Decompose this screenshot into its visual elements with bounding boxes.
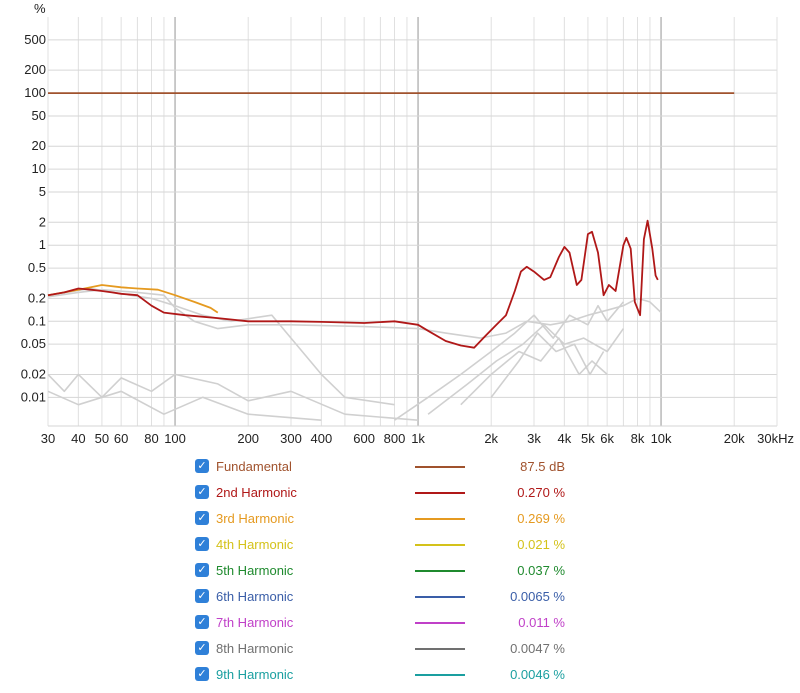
- y-tick-label: 100: [24, 85, 46, 100]
- y-tick-label: 0.5: [28, 260, 46, 275]
- legend-swatch: [415, 518, 465, 520]
- legend-swatch: [415, 596, 465, 598]
- x-tick-label: 300: [280, 431, 302, 446]
- legend-label: Fundamental: [216, 459, 292, 474]
- x-tick-label: 20k: [724, 431, 745, 446]
- legend-label: 8th Harmonic: [216, 641, 294, 656]
- y-tick-label: 2: [39, 214, 46, 229]
- legend-label: 6th Harmonic: [216, 589, 294, 604]
- legend-swatch: [415, 466, 465, 468]
- legend-item-3rd-harmonic[interactable]: ✓ 3rd Harmonic 0.269 %: [195, 508, 595, 534]
- checkbox-checked-icon[interactable]: ✓: [195, 641, 209, 655]
- x-tick-label: 1k: [411, 431, 425, 446]
- checkbox-checked-icon[interactable]: ✓: [195, 511, 209, 525]
- y-tick-label: 0.02: [21, 366, 46, 381]
- x-tick-label: 60: [114, 431, 128, 446]
- x-tick-label: 50: [95, 431, 109, 446]
- background-curve: [427, 324, 625, 415]
- legend-value: 87.5 dB: [520, 459, 565, 474]
- x-tick-label: 4k: [557, 431, 571, 446]
- x-tick-labels: 30 40 50 60 80 100 200 300 400 600 800 1k 2k 3k 4k 5k 6k…: [41, 431, 794, 446]
- checkbox-checked-icon[interactable]: ✓: [195, 485, 209, 499]
- x-tick-label: 6k: [600, 431, 614, 446]
- background-curve: [460, 337, 608, 406]
- legend-swatch: [415, 622, 465, 624]
- y-tick-label: 0.1: [28, 313, 46, 328]
- background-curve: [47, 288, 662, 339]
- x-tick-label: 30kHz: [757, 431, 794, 446]
- checkbox-checked-icon[interactable]: ✓: [195, 615, 209, 629]
- checkbox-checked-icon[interactable]: ✓: [195, 589, 209, 603]
- background-curve: [47, 373, 419, 421]
- x-tick-label: 30: [41, 431, 55, 446]
- legend-value: 0.0046 %: [510, 667, 565, 682]
- x-tick-label: 400: [311, 431, 333, 446]
- checkbox-checked-icon[interactable]: ✓: [195, 667, 209, 681]
- y-tick-label: 50: [32, 108, 46, 123]
- x-tick-label: 3k: [527, 431, 541, 446]
- x-tick-label: 5k: [581, 431, 595, 446]
- x-tick-label: 2k: [484, 431, 498, 446]
- x-tick-label: 10k: [651, 431, 672, 446]
- legend-item-9th-harmonic[interactable]: ✓ 9th Harmonic 0.0046 %: [195, 664, 595, 690]
- legend-swatch: [415, 674, 465, 676]
- legend-item-fundamental[interactable]: ✓ Fundamental 87.5 dB: [195, 456, 595, 482]
- legend-swatch: [415, 544, 465, 546]
- chart-area: 5002001005020105210.50.20.10.050.020.01 …: [21, 1, 794, 446]
- legend-value: 0.037 %: [517, 563, 565, 578]
- legend-label: 5th Harmonic: [216, 563, 294, 578]
- legend-value: 0.270 %: [517, 485, 565, 500]
- legend-value: 0.011 %: [518, 615, 565, 630]
- legend-swatch: [415, 570, 465, 572]
- checkbox-checked-icon[interactable]: ✓: [195, 459, 209, 473]
- y-tick-label: 500: [24, 32, 46, 47]
- legend-label: 7th Harmonic: [216, 615, 294, 630]
- legend-swatch: [415, 492, 465, 494]
- background-curve: [490, 332, 605, 398]
- x-tick-label: 200: [237, 431, 259, 446]
- x-tick-label: 600: [353, 431, 375, 446]
- series-curve: [47, 219, 659, 349]
- y-tick-label: 0.01: [21, 389, 46, 404]
- y-tick-label: 0.2: [28, 290, 46, 305]
- y-tick-label: 0.05: [21, 336, 46, 351]
- legend: ✓ Fundamental 87.5 dB ✓ 2nd Harmonic 0.2…: [195, 456, 595, 690]
- legend-item-7th-harmonic[interactable]: ✓ 7th Harmonic 0.011 %: [195, 612, 595, 638]
- checkbox-checked-icon[interactable]: ✓: [195, 563, 209, 577]
- y-tick-label: 1: [39, 237, 46, 252]
- plot-background: [48, 17, 777, 426]
- y-axis-label: %: [34, 1, 46, 16]
- y-tick-label: 5: [39, 184, 46, 199]
- legend-value: 0.021 %: [517, 537, 565, 552]
- legend-label: 2nd Harmonic: [216, 485, 297, 500]
- legend-item-2nd-harmonic[interactable]: ✓ 2nd Harmonic 0.270 %: [195, 482, 595, 508]
- legend-label: 3rd Harmonic: [216, 511, 295, 526]
- legend-item-6th-harmonic[interactable]: ✓ 6th Harmonic 0.0065 %: [195, 586, 595, 612]
- x-tick-label: 40: [71, 431, 85, 446]
- legend-label: 4th Harmonic: [216, 537, 294, 552]
- x-tick-label: 100: [164, 431, 186, 446]
- background-curve: [47, 390, 322, 421]
- y-tick-labels: 500 200 100 50 20 10 5 2 1 0.5 0.2 0.1 0.05 0.02 0.01: [21, 32, 46, 404]
- legend-item-4th-harmonic[interactable]: ✓ 4th Harmonic 0.021 %: [195, 534, 595, 560]
- x-tick-label: 80: [144, 431, 158, 446]
- legend-swatch: [415, 648, 465, 650]
- series-curves: [47, 92, 735, 349]
- checkbox-checked-icon[interactable]: ✓: [195, 537, 209, 551]
- legend-value: 0.0065 %: [510, 589, 565, 604]
- y-tick-label: 20: [32, 138, 46, 153]
- x-tick-label: 800: [384, 431, 406, 446]
- legend-value: 0.269 %: [517, 511, 565, 526]
- legend-value: 0.0047 %: [510, 641, 565, 656]
- legend-label: 9th Harmonic: [216, 667, 294, 682]
- y-tick-label: 200: [24, 62, 46, 77]
- x-tick-label: 8k: [631, 431, 645, 446]
- legend-item-5th-harmonic[interactable]: ✓ 5th Harmonic 0.037 %: [195, 560, 595, 586]
- legend-item-8th-harmonic[interactable]: ✓ 8th Harmonic 0.0047 %: [195, 638, 595, 664]
- background-curve: [394, 301, 625, 421]
- series-curve: [47, 284, 219, 314]
- y-tick-label: 10: [32, 161, 46, 176]
